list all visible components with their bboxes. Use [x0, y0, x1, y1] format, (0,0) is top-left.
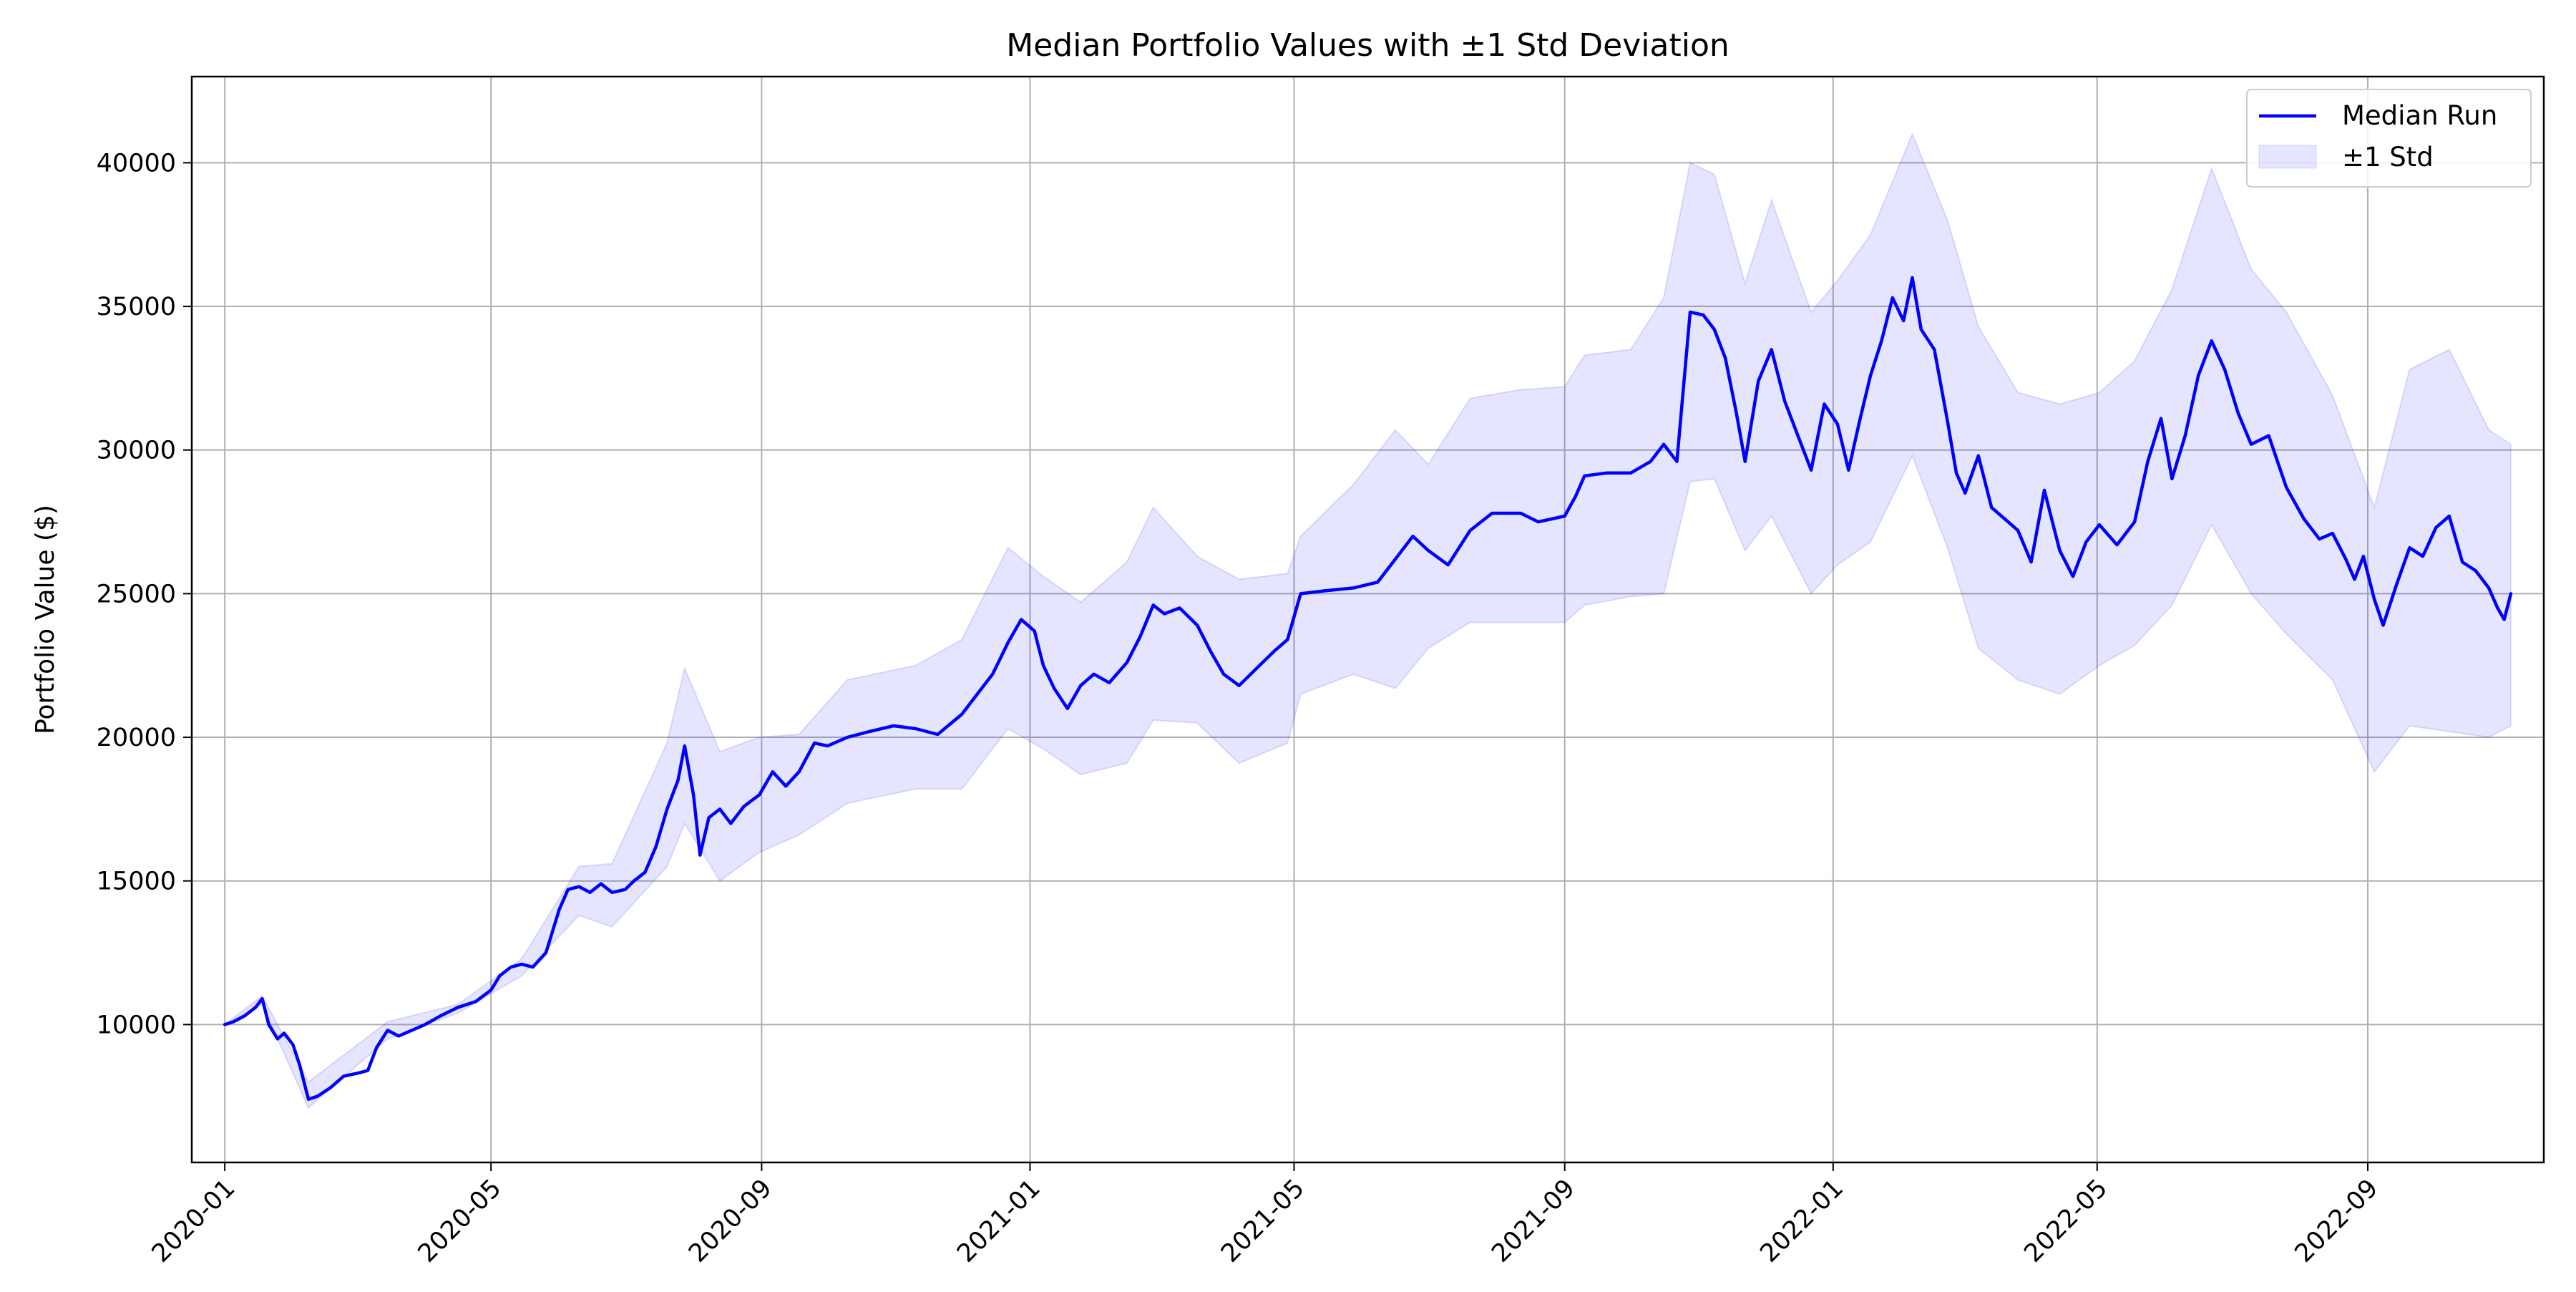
x-tick-label: 2021-05: [1216, 1174, 1310, 1268]
x-tick-label: 2021-09: [1486, 1174, 1581, 1268]
y-tick-label: 30000: [97, 437, 176, 465]
chart-title: Median Portfolio Values with ±1 Std Devi…: [1006, 27, 1729, 64]
legend-std-swatch: [2258, 145, 2317, 169]
y-tick-label: 35000: [97, 293, 176, 321]
std-band-area: [224, 132, 2512, 1109]
y-tick-label: 25000: [97, 580, 176, 608]
legend-median-label: Median Run: [2342, 100, 2497, 131]
legend: Median Run ±1 Std: [2246, 89, 2532, 188]
y-tick-label: 20000: [97, 724, 176, 752]
x-tick-label: 2022-05: [2019, 1174, 2113, 1268]
y-tick-label: 10000: [97, 1011, 176, 1039]
legend-box: [2246, 89, 2532, 188]
x-tick-label: 2020-09: [683, 1174, 778, 1268]
legend-std-label: ±1 Std: [2342, 142, 2434, 173]
y-tick-label: 15000: [97, 868, 176, 896]
y-tick-label: 40000: [97, 149, 176, 178]
std-band: [224, 132, 2512, 1109]
x-tick-label: 2020-05: [413, 1174, 507, 1268]
plot-frame: [190, 75, 2545, 1164]
y-axis-title: Portfolio Value ($): [31, 505, 60, 734]
x-tick-label: 2022-01: [1755, 1174, 1849, 1268]
grid-lines: [192, 77, 2544, 1162]
x-axis-ticks: 2020-01 2020-05 2020-09 2021-01 2021-05 2021-…: [147, 1162, 2384, 1268]
x-tick-label: 2022-09: [2290, 1174, 2384, 1268]
x-tick-label: 2020-01: [147, 1174, 241, 1268]
x-tick-label: 2021-01: [952, 1174, 1046, 1268]
y-axis-ticks: 10000 15000 20000 25000 30000 35000 40000: [97, 149, 192, 1039]
median-run-line: [223, 276, 2513, 1101]
median-line: [223, 276, 2513, 1101]
